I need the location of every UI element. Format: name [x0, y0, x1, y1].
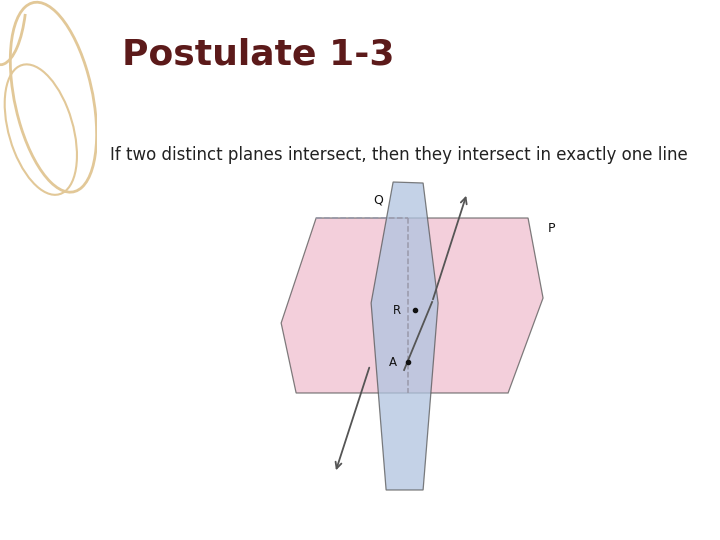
Text: If two distinct planes intersect, then they intersect in exactly one line: If two distinct planes intersect, then t… [109, 146, 688, 164]
Text: Postulate 1-3: Postulate 1-3 [122, 38, 395, 72]
Polygon shape [281, 218, 543, 393]
Text: A: A [389, 355, 397, 368]
Text: R: R [393, 303, 401, 316]
Polygon shape [371, 182, 438, 490]
Text: Q: Q [373, 193, 383, 206]
Text: P: P [548, 221, 556, 234]
